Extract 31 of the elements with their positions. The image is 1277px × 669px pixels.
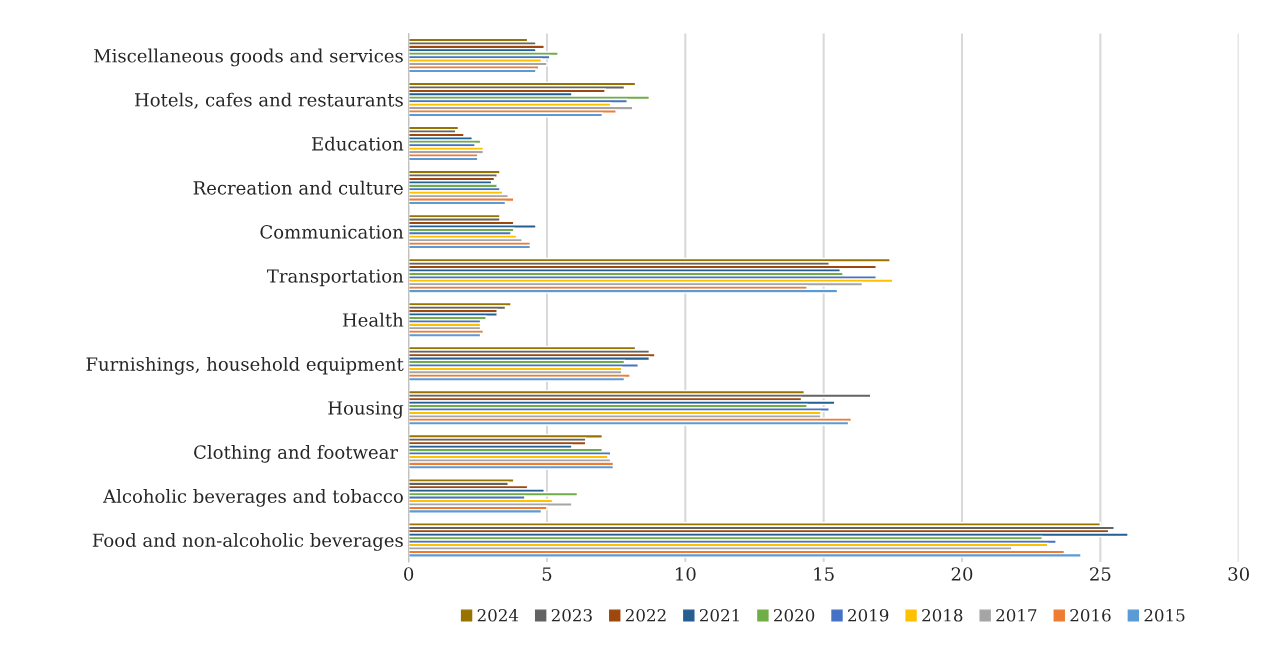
x-tick-label: 0: [404, 567, 414, 581]
y-tick-label: Recreation and culture: [193, 180, 403, 195]
legend-label: 2016: [1070, 608, 1111, 622]
y-tick-label: Transportation: [267, 269, 404, 287]
legend-label: 2015: [1144, 608, 1185, 622]
y-tick-label: Communication: [260, 225, 404, 239]
y-tick-label: Food and non-alcoholic beverages: [92, 533, 403, 551]
x-tick-label: 15: [814, 567, 834, 581]
bar: [408, 552, 1082, 558]
x-tick-label: 20: [951, 567, 973, 581]
y-tick-label: Hotels, cafes and restaurants: [134, 92, 403, 109]
x-tick-label: 5: [542, 567, 552, 581]
x-tick-label: 30: [1228, 567, 1249, 581]
bar: [408, 288, 839, 294]
y-tick-label: Miscellaneous goods and services: [94, 48, 403, 67]
y-tick-label: Furnishings, household equipment: [86, 356, 404, 375]
x-tick-label: 25: [1090, 567, 1111, 581]
legend-label: 2023: [551, 608, 592, 622]
legend-label: 2020: [774, 608, 815, 622]
legend-label: 2019: [848, 608, 889, 622]
legend-label: 2017: [996, 608, 1037, 622]
legend-label: 2024: [477, 608, 519, 622]
legend-label: 2022: [625, 608, 666, 622]
y-tick-label: Education: [312, 136, 404, 151]
y-tick-label: Health: [342, 312, 404, 327]
y-tick-label: Clothing and footwear: [194, 444, 399, 463]
legend-label: 2018: [922, 608, 963, 622]
legend-label: 2021: [699, 608, 739, 622]
y-tick-label: Alcoholic beverages and tobacco: [102, 489, 403, 507]
y-tick-label: Housing: [328, 401, 404, 419]
x-tick-label: 10: [676, 567, 696, 581]
